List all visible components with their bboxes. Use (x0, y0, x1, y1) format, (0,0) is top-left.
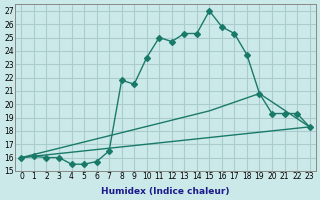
X-axis label: Humidex (Indice chaleur): Humidex (Indice chaleur) (101, 187, 230, 196)
